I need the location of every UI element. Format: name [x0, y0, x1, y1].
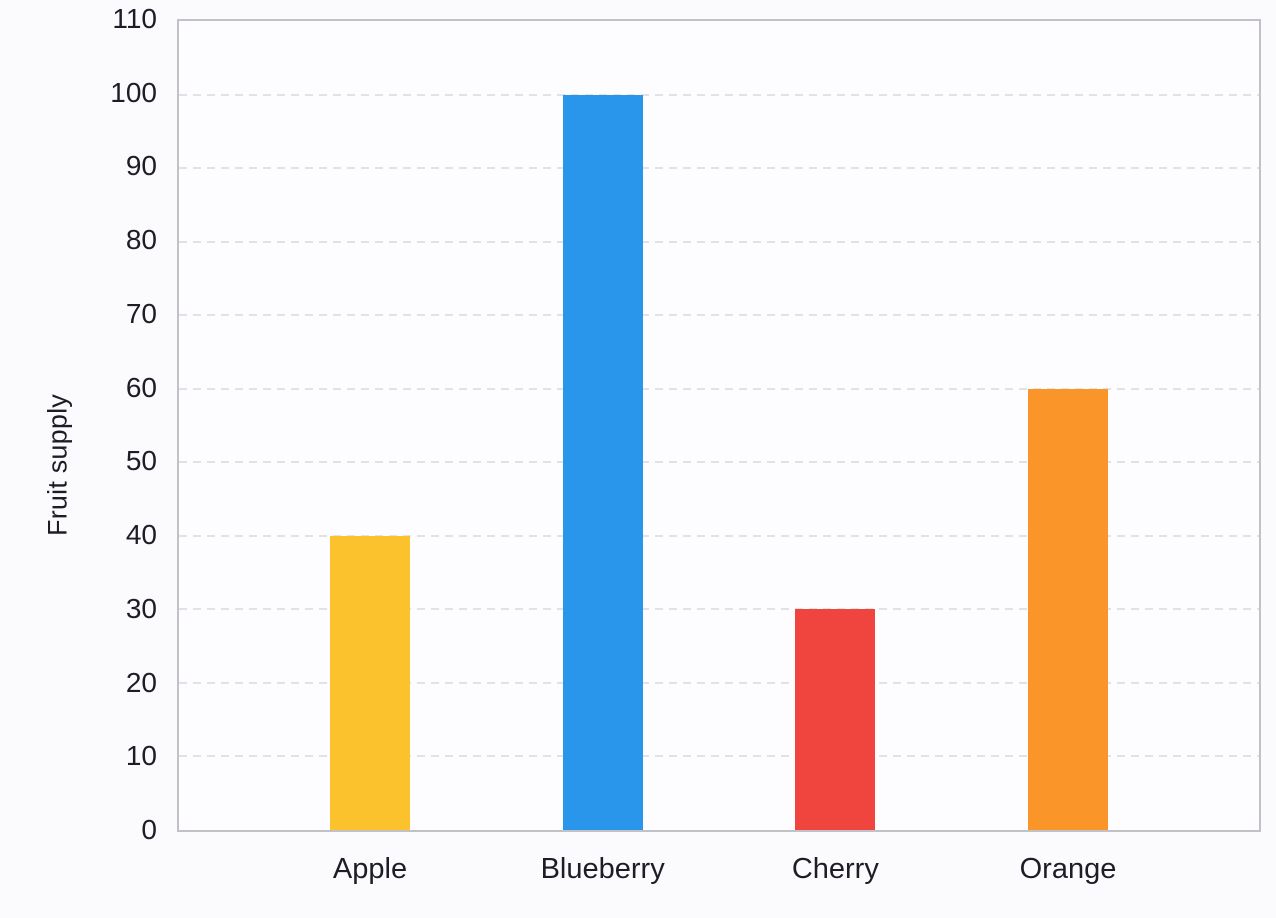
gridline-100 [179, 93, 1259, 96]
gridline-80 [179, 240, 1259, 243]
y-tick-label-20: 20 [125, 666, 157, 698]
gridline-30 [179, 608, 1259, 611]
y-tick-label-50: 50 [125, 445, 157, 477]
x-axis-tick-labels: Apple Blueberry Cherry Orange [179, 852, 1259, 886]
y-tick-label-30: 30 [125, 592, 157, 624]
x-tick-label-orange: Orange [1019, 853, 1117, 885]
x-slot-blueberry: Blueberry [541, 852, 665, 886]
gridline-20 [179, 681, 1259, 684]
gridline-70 [179, 314, 1259, 317]
x-slot-cherry: Cherry [792, 852, 879, 886]
gridline-40 [179, 534, 1259, 537]
y-tick-label-0: 0 [141, 814, 157, 845]
bar-orange [1027, 388, 1108, 830]
plot-area [177, 19, 1261, 832]
y-tick-label-100: 100 [110, 76, 157, 108]
gridline-10 [179, 755, 1259, 758]
x-tick-label-cherry: Cherry [791, 853, 879, 885]
y-tick-label-40: 40 [125, 519, 157, 551]
bar-cherry [795, 609, 876, 830]
x-tick-label-apple: Apple [332, 853, 408, 885]
y-tick-label-110: 110 [112, 3, 157, 34]
y-tick-label-70: 70 [125, 297, 157, 329]
y-tick-label-60: 60 [125, 371, 157, 403]
x-slot-apple: Apple [330, 852, 410, 886]
gridline-60 [179, 387, 1259, 390]
gridline-90 [179, 167, 1259, 170]
y-axis-tick-labels: 0 10 20 30 40 50 60 70 80 90 100 110 [0, 5, 157, 844]
y-tick-label-90: 90 [125, 150, 157, 182]
gridline-50 [179, 461, 1259, 464]
bars-row [179, 21, 1259, 830]
y-tick-label-10: 10 [125, 740, 157, 772]
x-slot-orange: Orange [1020, 852, 1117, 886]
bar-blueberry [562, 94, 643, 830]
y-tick-label-80: 80 [125, 224, 157, 256]
bar-apple [330, 535, 410, 830]
x-tick-label-blueberry: Blueberry [540, 853, 665, 885]
